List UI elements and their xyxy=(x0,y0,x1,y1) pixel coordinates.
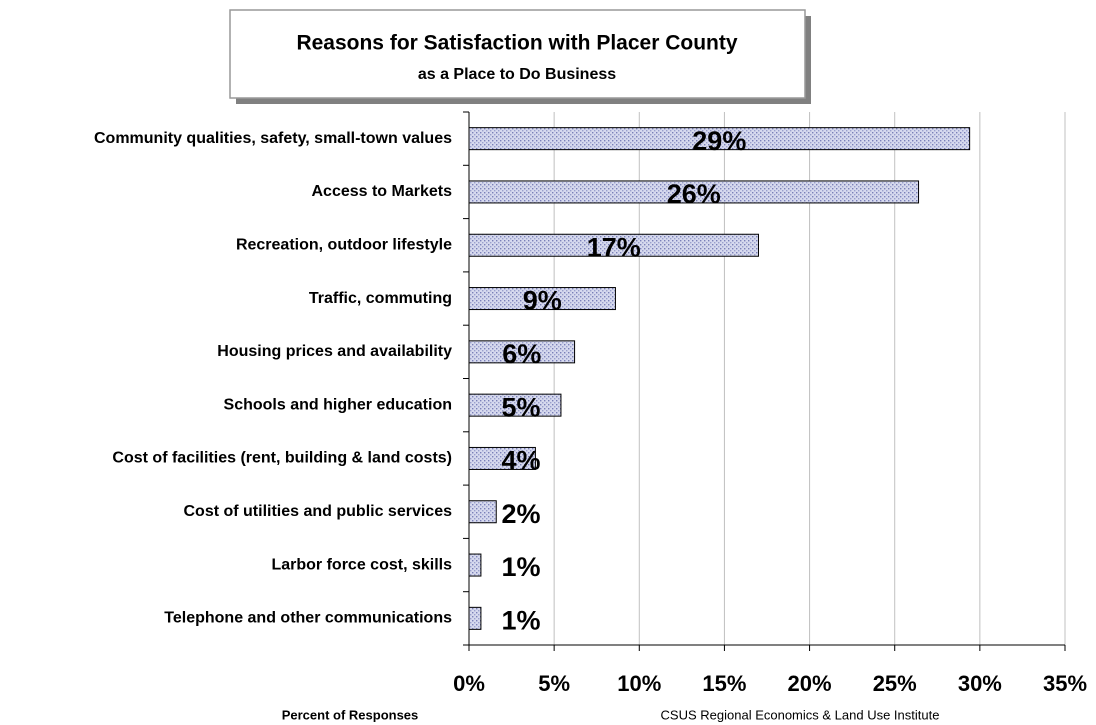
y-tick-label: Telephone and other communications xyxy=(164,610,452,627)
value-label: 9% xyxy=(523,286,562,316)
x-tick-label: 15% xyxy=(702,671,746,696)
value-label: 26% xyxy=(667,179,721,209)
x-tick-label: 5% xyxy=(538,671,570,696)
value-label: 5% xyxy=(501,392,540,422)
bar xyxy=(468,127,971,151)
bar xyxy=(468,606,482,630)
source: CSUS Regional Economics & Land Use Insti… xyxy=(661,707,940,722)
y-tick-label: Larbor force cost, skills xyxy=(271,556,452,573)
value-label: 1% xyxy=(501,552,540,582)
value-label: 1% xyxy=(501,605,540,635)
value-label: 29% xyxy=(692,126,746,156)
value-label: 17% xyxy=(587,232,641,262)
bar xyxy=(468,287,616,311)
x-tick-label: 30% xyxy=(958,671,1002,696)
x-tick-label: 35% xyxy=(1043,671,1087,696)
value-label: 2% xyxy=(501,499,540,529)
y-tick-label: Cost of facilities (rent, building & lan… xyxy=(112,450,452,467)
y-tick-label: Housing prices and availability xyxy=(217,343,452,360)
value-label: 4% xyxy=(501,446,540,476)
y-tick-label: Schools and higher education xyxy=(224,396,452,413)
y-tick-label: Access to Markets xyxy=(311,183,452,200)
bar xyxy=(468,340,576,364)
x-tick-label: 10% xyxy=(617,671,661,696)
y-tick-label: Community qualities, safety, small-town … xyxy=(94,130,452,147)
x-tick-label: 20% xyxy=(788,671,832,696)
value-label: 6% xyxy=(502,339,541,369)
x-tick-label: 25% xyxy=(873,671,917,696)
title-box xyxy=(229,9,806,99)
x-tick-label: 0% xyxy=(453,671,485,696)
bar xyxy=(468,180,920,204)
chart-title: Reasons for Satisfaction with Placer Cou… xyxy=(296,32,737,55)
bar xyxy=(468,393,562,417)
bar xyxy=(468,446,536,470)
bar xyxy=(468,553,482,577)
x-axis-label: Percent of Responses xyxy=(282,707,419,722)
y-tick-label: Cost of utilities and public services xyxy=(183,503,452,520)
bar xyxy=(468,233,759,257)
bar xyxy=(468,500,497,524)
y-tick-label: Recreation, outdoor lifestyle xyxy=(236,236,452,253)
chart-subtitle: as a Place to Do Business xyxy=(418,66,616,83)
y-tick-label: Traffic, commuting xyxy=(309,290,452,307)
